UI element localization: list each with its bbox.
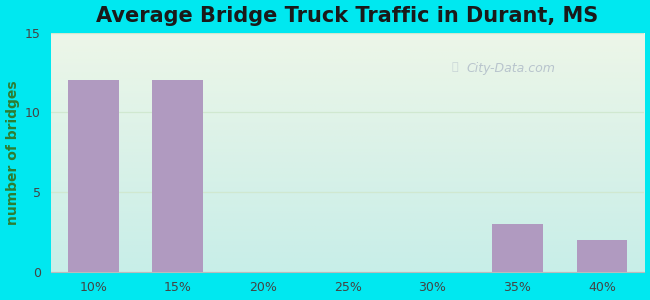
Bar: [153, 80, 203, 272]
Text: 🔍: 🔍: [452, 62, 458, 72]
Text: City-Data.com: City-Data.com: [466, 62, 555, 75]
Title: Average Bridge Truck Traffic in Durant, MS: Average Bridge Truck Traffic in Durant, …: [96, 6, 599, 26]
Y-axis label: number of bridges: number of bridges: [6, 80, 20, 224]
Bar: [577, 240, 627, 272]
Bar: [492, 224, 543, 272]
Bar: [68, 80, 118, 272]
